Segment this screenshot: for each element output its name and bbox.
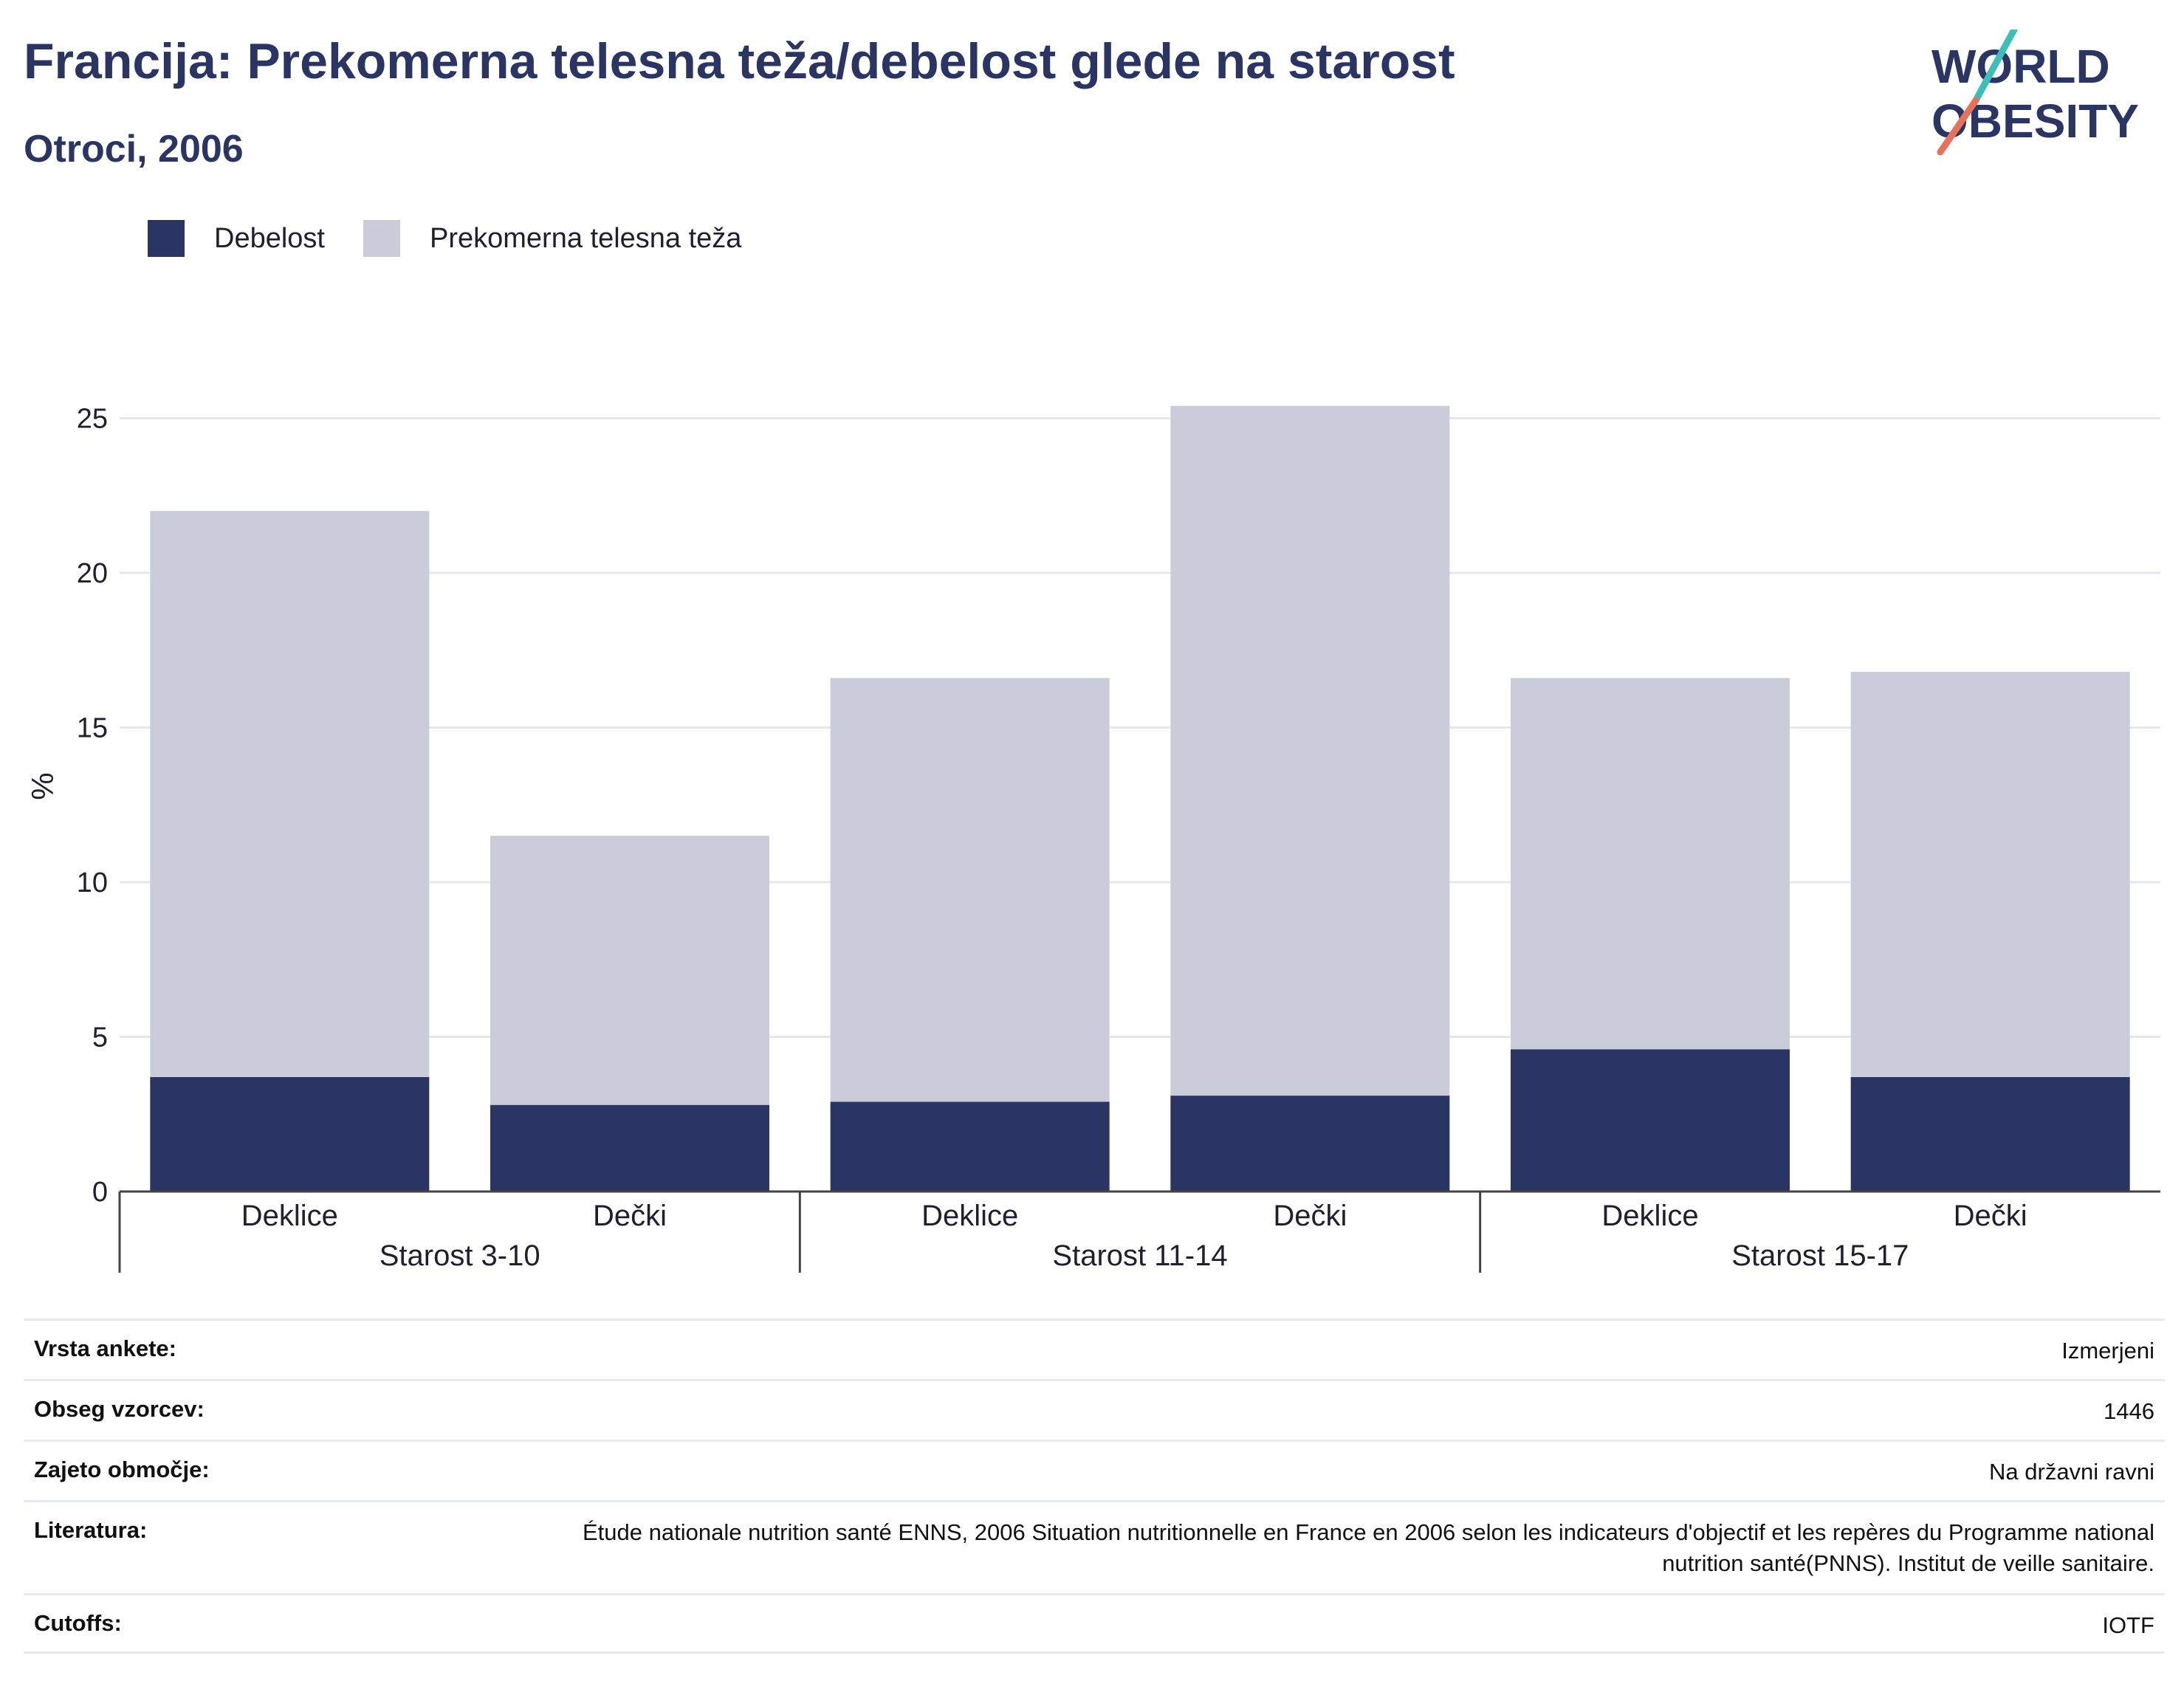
bar-chart: 0 5 10 15 20 25% Deklice Dečki Starost 3-10 Dekli… — [25, 404, 2160, 1273]
world-obesity-logo: WORLD OBESITY — [1931, 30, 2139, 156]
bar-debelost-3-1 — [1511, 1049, 1790, 1192]
info-row: Cutoffs: IOTF — [24, 1593, 2165, 1654]
chart-subtitle: Otroci, 2006 — [24, 128, 244, 171]
info-value: Na državni ravni — [1989, 1459, 2154, 1485]
y-tick-label: 15 — [77, 713, 108, 744]
info-row: Vrsta ankete: Izmerjeni — [24, 1318, 2165, 1379]
y-axis-label: % — [25, 772, 60, 800]
info-value: Izmerjeni — [2061, 1338, 2154, 1364]
bar-prekomerna-3-1 — [1511, 678, 1790, 1050]
y-tick-label: 20 — [77, 558, 108, 589]
bar-prekomerna-2-1 — [830, 678, 1110, 1102]
svg-text:OBESITY: OBESITY — [1931, 94, 2139, 148]
info-row: Zajeto območje: Na državni ravni — [24, 1440, 2165, 1500]
legend-item-debelost[interactable]: Debelost — [148, 220, 325, 257]
bar-debelost-1-2 — [490, 1104, 769, 1192]
survey-info-table: Vrsta ankete: Izmerjeni Obseg vzorcev: 1446… — [24, 1318, 2165, 1654]
x-group-label: Starost 3-10 — [380, 1240, 540, 1272]
svg-text:WORLD: WORLD — [1931, 40, 2110, 93]
legend-label-prekomerna: Prekomerna telesna teža — [429, 222, 742, 254]
bar-debelost-2-2 — [1170, 1096, 1450, 1192]
bar-prekomerna-2-2 — [1170, 405, 1450, 1096]
legend-item-prekomerna[interactable]: Prekomerna telesna teža — [363, 220, 741, 257]
bar-debelost-2-1 — [830, 1101, 1110, 1192]
x-category-label: Deklice — [241, 1200, 338, 1232]
legend: Debelost Prekomerna telesna teža — [148, 220, 780, 257]
legend-swatch-prekomerna — [363, 220, 400, 257]
bar-debelost-3-2 — [1850, 1076, 2130, 1192]
legend-label-debelost: Debelost — [214, 222, 325, 254]
y-tick-label: 0 — [92, 1177, 108, 1208]
info-label: Literatura: — [34, 1517, 148, 1543]
info-row: Obseg vzorcev: 1446 — [24, 1379, 2165, 1440]
chart-title: Francija: Prekomerna telesna teža/debelo… — [24, 33, 1455, 89]
legend-swatch-debelost — [148, 220, 185, 257]
bar-prekomerna-1-2 — [490, 836, 769, 1105]
info-label: Zajeto območje: — [34, 1457, 210, 1482]
y-tick-label: 10 — [77, 867, 108, 898]
x-category-label: Deklice — [1601, 1200, 1698, 1232]
x-category-label: Dečki — [1954, 1200, 2027, 1232]
x-category-label: Dečki — [1273, 1200, 1347, 1232]
x-category-label: Deklice — [921, 1200, 1018, 1232]
bar-prekomerna-1-1 — [150, 511, 430, 1077]
info-value: 1446 — [2104, 1398, 2154, 1424]
info-row: Literatura: Étude nationale nutrition san… — [24, 1500, 2165, 1593]
info-label: Obseg vzorcev: — [34, 1396, 205, 1422]
x-group-label: Starost 11-14 — [1052, 1240, 1227, 1272]
y-tick-label: 25 — [77, 404, 108, 435]
info-value: IOTF — [2102, 1612, 2154, 1638]
info-value: Étude nationale nutrition santé ENNS, 20… — [583, 1519, 2154, 1576]
x-group-label: Starost 15-17 — [1731, 1240, 1909, 1272]
info-label: Cutoffs: — [34, 1610, 122, 1636]
bar-debelost-1-1 — [150, 1076, 430, 1192]
info-label: Vrsta ankete: — [34, 1335, 176, 1361]
x-category-label: Dečki — [593, 1200, 667, 1232]
y-tick-label: 5 — [92, 1022, 108, 1053]
bar-prekomerna-3-2 — [1850, 672, 2130, 1077]
